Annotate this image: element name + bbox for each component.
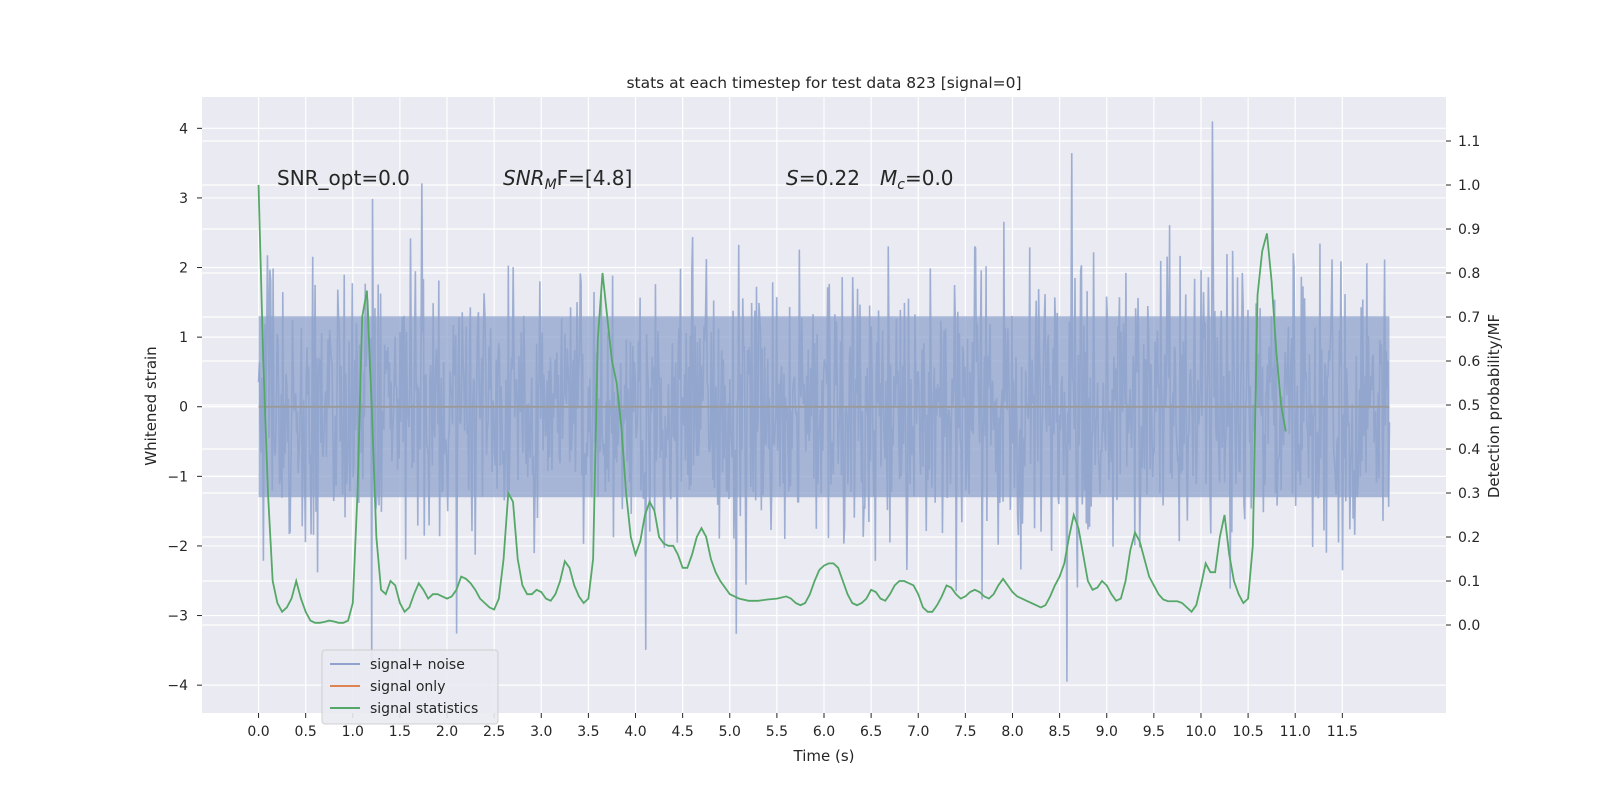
y-right-tick-label: 0.2 xyxy=(1458,530,1480,546)
annotation-mc: Mc=0.0 xyxy=(880,166,954,193)
y-axis-left-label: Whitened strain xyxy=(142,346,160,465)
y-right-tick-label: 0.9 xyxy=(1458,222,1480,238)
annotation-mc-rest: =0.0 xyxy=(905,166,954,190)
x-tick-label: 8.5 xyxy=(1048,724,1070,740)
x-tick-label: 11.5 xyxy=(1327,724,1358,740)
x-tick-label: 1.0 xyxy=(342,724,364,740)
annotation-snr-mf-name: SNR xyxy=(503,166,545,190)
chart-title: stats at each timestep for test data 823… xyxy=(626,74,1021,92)
x-tick-label: 6.5 xyxy=(860,724,882,740)
x-tick-label: 7.0 xyxy=(907,724,929,740)
y-left-tick-label: −4 xyxy=(167,678,188,694)
y-left-tick-label: −2 xyxy=(167,539,188,555)
x-tick-label: 5.0 xyxy=(719,724,741,740)
y-right-tick-label: 0.6 xyxy=(1458,354,1480,370)
y-right-tick-label: 0.0 xyxy=(1458,618,1480,634)
x-tick-label: 6.0 xyxy=(813,724,835,740)
y-right-tick-label: 0.1 xyxy=(1458,574,1480,590)
legend-label-signal: signal only xyxy=(370,679,445,695)
annotation-snr-mf: SNRMF=[4.8] xyxy=(503,166,632,193)
y-left-tick-label: −1 xyxy=(167,469,188,485)
annotation-snr-mf-sub: M xyxy=(545,177,557,193)
x-tick-label: 4.0 xyxy=(624,724,646,740)
y-right-tick-label: 0.3 xyxy=(1458,486,1480,502)
y-right-tick-label: 1.1 xyxy=(1458,134,1480,150)
x-tick-label: 5.5 xyxy=(766,724,788,740)
x-tick-label: 1.5 xyxy=(389,724,411,740)
y-left-tick-label: 3 xyxy=(179,191,188,207)
x-tick-label: 8.0 xyxy=(1001,724,1023,740)
x-tick-label: 0.5 xyxy=(295,724,317,740)
y-left-tick-label: 2 xyxy=(179,261,188,277)
y-right-tick-label: 1.0 xyxy=(1458,178,1480,194)
y-left-tick-label: −3 xyxy=(167,609,188,625)
x-tick-label: 2.0 xyxy=(436,724,458,740)
annotation-snr-opt: SNR_opt=0.0 xyxy=(277,166,410,190)
annotation-s: S=0.22 xyxy=(786,166,860,190)
annotation-s-rest: =0.22 xyxy=(799,166,860,190)
series-signal-statistics xyxy=(257,184,1287,624)
x-tick-label: 10.0 xyxy=(1185,724,1216,740)
y-right-tick-label: 0.5 xyxy=(1458,398,1480,414)
x-tick-label: 3.0 xyxy=(530,724,552,740)
y-left-tick-label: 4 xyxy=(179,121,188,137)
x-tick-label: 0.0 xyxy=(247,724,269,740)
y-right-tick-label: 0.4 xyxy=(1458,442,1480,458)
legend: signal+ noise signal only signal statist… xyxy=(321,649,499,725)
x-axis: 0.0 0.5 1.0 1.5 2.0 2.5 3.0 3.5 4.0 4.5 5.0 5.5 6.0 6… xyxy=(247,713,1358,740)
x-tick-label: 9.5 xyxy=(1143,724,1165,740)
annotation-mc-name: M xyxy=(880,166,897,190)
legend-label-stats: signal statistics xyxy=(370,701,478,717)
x-axis-label: Time (s) xyxy=(793,747,855,765)
y-left-tick-label: 0 xyxy=(179,400,188,416)
y-axis-left: 4 3 2 1 0 −1 −2 −3 −4 xyxy=(167,121,202,694)
x-tick-label: 11.0 xyxy=(1280,724,1311,740)
y-left-tick-label: 1 xyxy=(179,330,188,346)
annotation-s-name: S xyxy=(786,166,799,190)
signal-statistics-line xyxy=(257,184,1287,624)
x-tick-label: 4.5 xyxy=(672,724,694,740)
y-right-tick-label: 0.7 xyxy=(1458,310,1480,326)
legend-box xyxy=(321,649,499,725)
y-right-tick-label: 0.8 xyxy=(1458,266,1480,282)
legend-label-noise: signal+ noise xyxy=(370,657,465,673)
x-tick-label: 7.5 xyxy=(954,724,976,740)
annotation-mc-sub: c xyxy=(897,177,905,193)
x-tick-label: 9.0 xyxy=(1096,724,1118,740)
y-axis-right: 1.1 1.0 0.9 0.8 0.7 0.6 0.5 0.4 0.3 0.2 0.1 0.0 xyxy=(1446,134,1480,634)
annotation-snr-mf-rest: F=[4.8] xyxy=(557,166,633,190)
x-tick-label: 10.5 xyxy=(1233,724,1264,740)
x-tick-label: 2.5 xyxy=(483,724,505,740)
y-axis-right-label: Detection probability/MF xyxy=(1485,314,1503,498)
x-tick-label: 3.5 xyxy=(577,724,599,740)
